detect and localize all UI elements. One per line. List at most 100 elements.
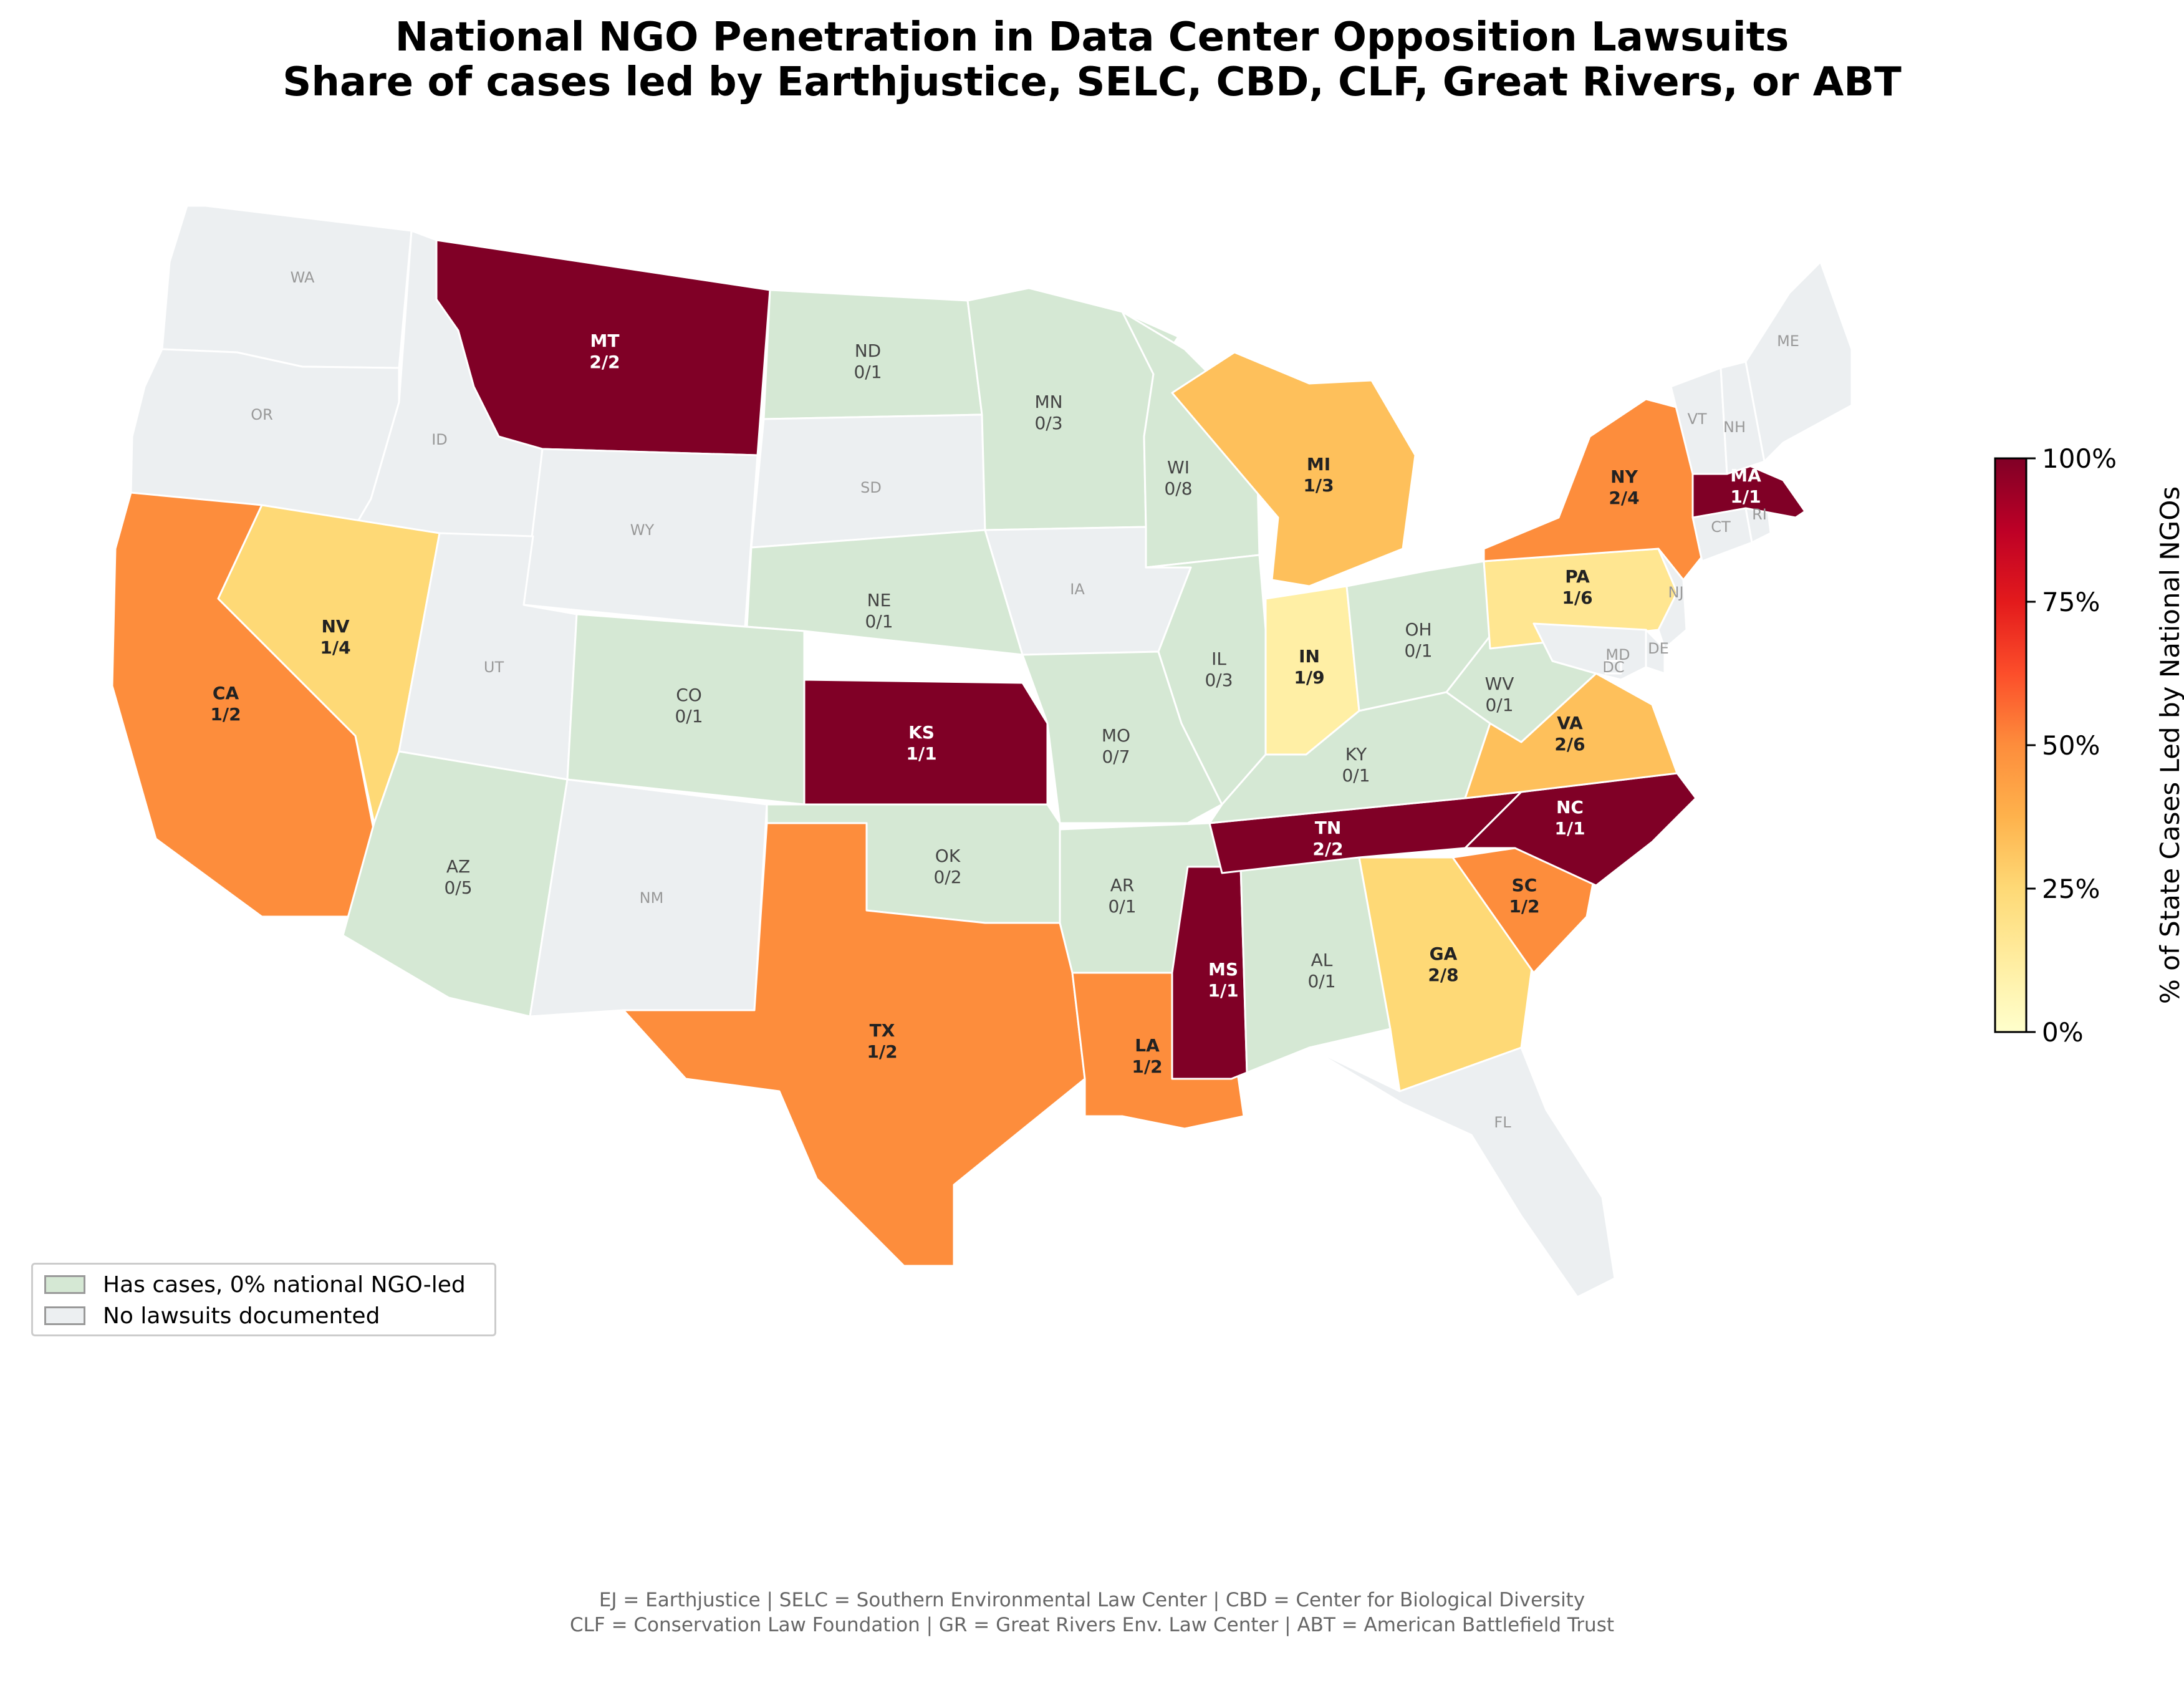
state-ratio-label: 0/8	[1164, 478, 1192, 499]
state-ratio-label: 0/3	[1034, 413, 1062, 433]
state-code-label: SD	[860, 479, 882, 496]
state-code-label: NV	[321, 616, 349, 637]
footer-line2: CLF = Conservation Law Foundation | GR =…	[569, 1614, 1615, 1636]
state-ratio-label: 1/1	[1730, 486, 1761, 507]
state-wa	[161, 205, 413, 369]
state-ratio-label: 0/1	[1342, 765, 1370, 786]
state-ratio-label: 1/2	[867, 1041, 897, 1062]
state-mi	[1171, 351, 1417, 587]
state-code-label: IA	[1070, 581, 1085, 598]
state-code-label: IL	[1211, 649, 1226, 669]
state-me	[1744, 261, 1853, 463]
state-ratio-label: 0/1	[865, 611, 893, 632]
state-code-label: KY	[1345, 744, 1367, 765]
state-code-label: AR	[1110, 875, 1135, 895]
state-code-label: NY	[1610, 466, 1638, 487]
state-code-label: MO	[1102, 725, 1130, 746]
state-ne	[746, 529, 1024, 656]
legend-swatch-none	[44, 1306, 85, 1325]
state-tx	[622, 822, 1086, 1267]
state-ratio-label: 0/1	[1404, 640, 1432, 661]
state-code-label: NE	[867, 590, 892, 610]
state-ratio-label: 1/3	[1303, 475, 1334, 496]
state-ratio-label: 1/1	[906, 743, 936, 764]
state-code-label: TX	[870, 1020, 895, 1041]
state-ratio-label: 2/4	[1609, 488, 1639, 508]
state-code-label: ME	[1777, 332, 1799, 350]
state-ratio-label: 1/9	[1294, 667, 1324, 688]
state-code-label: IN	[1299, 646, 1320, 667]
state-ratio-label: 2/2	[589, 352, 620, 372]
state-code-label: WY	[630, 521, 655, 539]
state-code-label: ID	[431, 431, 448, 448]
state-sc	[1451, 847, 1597, 974]
state-code-label: AZ	[446, 856, 470, 877]
state-ratio-label: 0/1	[1485, 695, 1513, 715]
state-code-label: MS	[1208, 959, 1238, 980]
state-code-label: CO	[676, 685, 702, 705]
state-code-label: GA	[1430, 943, 1458, 964]
state-code-label: UT	[484, 659, 504, 676]
state-code-label: LA	[1135, 1035, 1160, 1056]
state-code-label: MI	[1307, 454, 1330, 475]
state-code-label: TN	[1315, 818, 1342, 838]
state-ratio-label: 0/3	[1205, 670, 1233, 690]
state-code-label: FL	[1494, 1114, 1511, 1131]
state-code-label: DC	[1602, 659, 1624, 676]
colorbar: 0% 25% 50% 75% 100% % of State Cases Led by …	[1994, 443, 2184, 1048]
state-code-label: RI	[1752, 506, 1767, 523]
state-code-label: WI	[1167, 457, 1190, 478]
state-ratio-label: 1/2	[210, 704, 241, 725]
state-ratio-label: 0/1	[1307, 971, 1335, 991]
chart-title-line2: Share of cases led by Earthjustice, SELC…	[282, 59, 1902, 105]
state-code-label: VT	[1687, 410, 1706, 428]
state-ratio-label: 2/6	[1554, 734, 1585, 755]
state-code-label: OK	[935, 846, 961, 866]
state-ratio-label: 1/6	[1562, 587, 1592, 608]
state-ratio-label: 2/2	[1312, 839, 1343, 859]
state-ratio-label: 0/2	[933, 867, 961, 887]
colorbar-label: % of State Cases Led by National NGOs	[2155, 486, 2184, 1004]
state-code-label: WA	[291, 269, 315, 286]
state-mt	[435, 239, 771, 456]
state-code-label: NH	[1723, 418, 1746, 436]
state-ratio-label: 0/1	[675, 706, 703, 726]
state-code-label: VA	[1557, 713, 1583, 733]
state-ratio-label: 0/1	[1108, 896, 1136, 917]
state-code-label: OH	[1405, 619, 1431, 640]
colorbar-tick-label: 25%	[2042, 874, 2100, 904]
footer-line1: EJ = Earthjustice | SELC = Southern Envi…	[599, 1589, 1585, 1611]
state-code-label: NJ	[1668, 584, 1683, 601]
state-ratio-label: 2/8	[1428, 965, 1458, 985]
state-code-label: MT	[590, 330, 620, 351]
state-code-label: MA	[1730, 465, 1761, 486]
state-code-label: AL	[1311, 950, 1333, 970]
state-code-label: CT	[1711, 518, 1731, 536]
state-ratio-label: 1/2	[1509, 896, 1539, 917]
state-code-label: OR	[251, 406, 273, 423]
state-code-label: WV	[1485, 673, 1514, 694]
state-ratio-label: 1/1	[1554, 818, 1585, 839]
state-code-label: KS	[908, 722, 935, 743]
colorbar-tick-label: 75%	[2042, 587, 2100, 617]
colorbar-tick-label: 0%	[2042, 1017, 2084, 1048]
state-labels-layer: WAORIDMT2/2WYND0/1SDNE0/1MN0/3IAWI0/8MI1…	[210, 269, 1799, 1131]
state-ks	[803, 678, 1049, 806]
state-fl	[1308, 1046, 1616, 1298]
legend-swatch-zero	[44, 1275, 85, 1294]
state-ratio-label: 1/2	[1132, 1056, 1162, 1077]
legend-label-zero: Has cases, 0% national NGO-led	[103, 1271, 466, 1298]
state-ratio-label: 0/5	[444, 877, 472, 898]
legend-label-none: No lawsuits documented	[103, 1303, 380, 1329]
state-code-label: MN	[1034, 392, 1062, 412]
state-ny	[1483, 398, 1710, 581]
legend-item-zero: Has cases, 0% national NGO-led	[44, 1271, 466, 1298]
state-ratio-label: 0/7	[1102, 746, 1130, 767]
state-ratio-label: 1/1	[1208, 980, 1238, 1001]
state-code-label: DE	[1648, 640, 1669, 657]
state-code-label: SC	[1512, 875, 1537, 895]
state-code-label: CA	[213, 683, 239, 703]
state-code-label: PA	[1565, 566, 1590, 587]
state-code-label: NM	[640, 889, 664, 907]
